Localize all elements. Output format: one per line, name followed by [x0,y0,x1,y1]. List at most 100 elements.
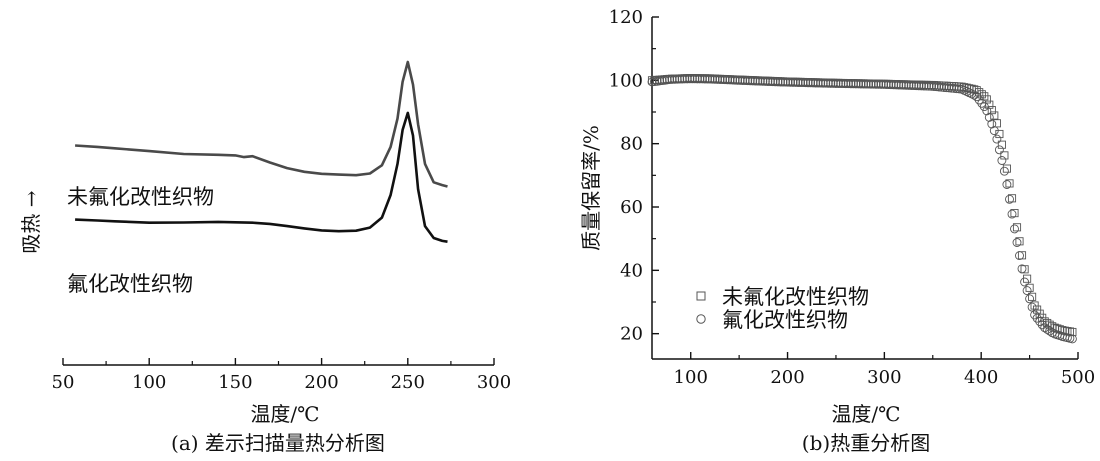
tga-point-circle [831,79,841,88]
tga-point-square [1030,301,1039,310]
tga-point-circle [1042,324,1052,334]
tga-point-circle [962,87,972,96]
tga-point-square [1002,164,1011,173]
tga-point-circle [670,74,680,84]
tga-point-square [997,140,1006,149]
tga-point-circle [979,102,989,112]
tga-point-square [987,106,996,115]
tga-point-circle [1040,323,1050,333]
tga-point-circle [760,76,770,86]
tga-point-circle [879,79,889,89]
tga-point-circle [1017,264,1027,274]
tga-point-circle [791,77,800,87]
tga-point-circle [906,81,916,90]
tga-point-circle [921,81,931,91]
tga-x-ticks: 100 200 300 400 500 [674,352,1095,388]
dsc-chart: 50 100 150 200 250 300 吸热 → 温度/℃ (a) 差示扫描量热分析… [19,60,511,455]
tga-point-square [990,111,999,120]
tga-point-square [1035,309,1044,318]
tga-point-circle [685,74,695,84]
dsc-x-tick-label: 50 [52,372,75,393]
dsc-caption: (a) 差示扫描量热分析图 [171,431,385,455]
tga-point-circle [730,75,740,85]
dsc-x-tick-label: 250 [391,372,425,393]
dsc-x-axis-label: 温度/℃ [250,402,319,426]
tga-point-circle [718,75,727,85]
tga-point-circle [745,76,755,86]
tga-point-circle [778,77,788,87]
tga-point-circle [758,76,768,86]
dsc-x-tick-label: 300 [477,372,511,393]
tga-point-circle [972,92,982,102]
tga-point-circle [909,81,919,91]
dsc-series-group [75,60,448,243]
tga-point-circle [989,126,999,136]
tga-point-square [1012,223,1022,232]
tga-point-circle [833,79,843,88]
tga-point-circle [992,134,1002,144]
tga-point-circle [1037,320,1047,330]
tga-point-circle [801,78,811,88]
tga-point-circle [672,74,682,84]
tga-point-circle [974,95,984,105]
tga-point-square [1023,274,1032,283]
tga-point-circle [874,79,884,89]
tga-point-circle [1025,294,1035,304]
tga-point-circle [1007,209,1017,219]
tga-x-tick-label: 400 [964,367,998,388]
tga-point-square [1033,305,1042,314]
tga-y-tick-label: 20 [620,324,643,345]
tga-point-circle [1002,180,1012,189]
tga-point-circle [969,90,979,100]
tga-point-circle [1045,326,1055,336]
tga-point-circle [775,77,785,87]
legend-square-marker [696,291,706,301]
tga-point-circle [997,156,1007,165]
tga-point-circle [700,74,710,84]
tga-point-circle [934,82,944,92]
tga-point-circle [803,78,813,88]
tga-point-circle [876,79,886,89]
tga-y-axis-label: 质量保留率/% [579,125,603,251]
tga-point-circle [846,79,856,89]
dsc-series-label-unfluorinated: 未氟化改性织物 [67,185,214,209]
tga-point-circle [773,77,783,87]
tga-point-circle [904,80,914,90]
tga-point-circle [806,78,816,88]
dsc-x-tick-label: 150 [218,372,252,393]
tga-point-circle [1012,238,1022,247]
dsc-x-tick-label: 100 [132,372,166,393]
tga-point-circle [967,89,977,99]
tga-point-circle [743,76,753,86]
dsc-x-ticks: 50 100 150 200 250 300 [52,358,511,393]
tga-point-circle [1047,328,1057,338]
tga-point-circle [1032,313,1042,323]
tga-y-tick-label: 100 [609,70,643,91]
tga-point-circle [894,80,904,90]
tga-point-circle [947,83,957,93]
tga-point-circle [999,166,1009,176]
tga-point-circle [982,106,992,116]
tga-point-square [1000,151,1009,160]
tga-y-tick-label: 40 [620,260,643,281]
tga-point-square [1025,283,1034,292]
tga-point-circle [1067,334,1077,344]
tga-point-square [1015,237,1024,246]
legend-circle-marker [696,314,706,324]
tga-point-circle [889,80,899,90]
tga-point-circle [964,88,974,98]
tga-point-square [1007,194,1017,203]
tga-point-circle [994,145,1004,155]
tga-caption: (b)热重分析图 [802,431,930,455]
tga-point-circle [977,98,987,108]
legend-label-unfluorinated: 未氟化改性织物 [722,285,869,309]
legend-label-fluorinated: 氟化改性织物 [722,308,848,332]
tga-series-fluorinated [647,74,1077,344]
tga-point-circle [984,112,994,122]
tga-point-circle [1020,277,1030,287]
tga-point-circle [861,79,871,89]
tga-point-circle [748,76,758,86]
tga-point-square [1010,209,1019,218]
tga-point-circle [728,75,738,85]
